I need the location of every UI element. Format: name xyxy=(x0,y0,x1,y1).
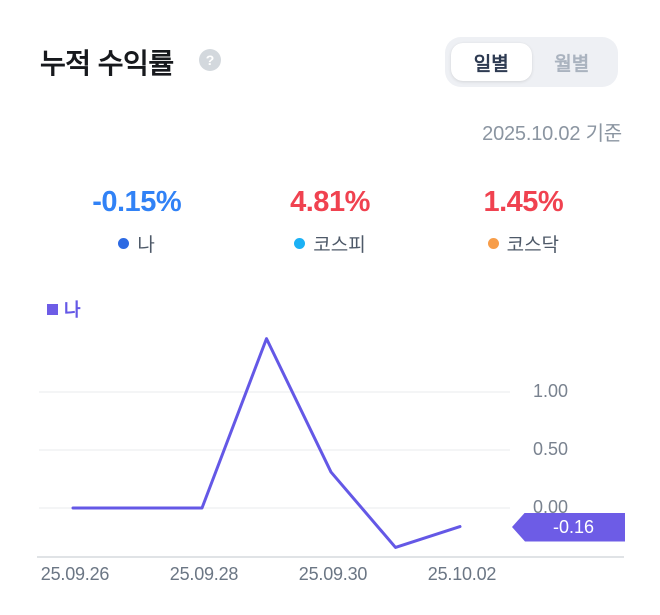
stat-me-value: -0.15% xyxy=(92,186,182,218)
stat-me-dot-icon xyxy=(118,238,130,249)
y-axis-tick-label: 0.50 xyxy=(533,439,569,459)
x-axis-tick-label: 25.09.30 xyxy=(298,564,368,584)
page-title: 누적 수익률 xyxy=(40,48,174,79)
stat-kospi-label: 코스피 xyxy=(313,235,366,256)
legend-swatch-icon xyxy=(47,303,58,315)
stat-kosdaq-label: 코스닥 xyxy=(506,235,560,256)
x-axis-tick-label: 25.09.28 xyxy=(169,564,239,584)
stat-me-label: 나 xyxy=(137,235,155,256)
y-axis-tick-label: 1.00 xyxy=(533,381,569,401)
stats-row: -0.15% 나 4.81% 코스피 1.45% 코스닥 xyxy=(40,186,620,257)
period-toggle: 일별 월별 xyxy=(445,37,618,87)
stat-me: -0.15% 나 xyxy=(40,186,233,257)
stat-kosdaq-dot-icon xyxy=(487,238,499,249)
help-icon[interactable]: ? xyxy=(199,49,221,71)
toggle-daily-button[interactable]: 일별 xyxy=(451,43,532,81)
x-axis-tick-label: 25.10.02 xyxy=(427,564,497,584)
legend-label: 나 xyxy=(64,300,81,320)
chart-legend: 나 xyxy=(47,296,81,322)
toggle-monthly-button[interactable]: 월별 xyxy=(532,43,613,81)
stat-kosdaq-value: 1.45% xyxy=(483,186,564,218)
stat-kosdaq: 1.45% 코스닥 xyxy=(427,186,620,257)
as-of-date: 2025.10.02 기준 xyxy=(482,123,622,145)
stat-kospi-value: 4.81% xyxy=(290,186,370,218)
stat-kospi: 4.81% 코스피 xyxy=(233,186,426,257)
stat-kospi-dot-icon xyxy=(294,238,306,249)
x-axis-tick-label: 25.09.26 xyxy=(40,564,110,584)
current-value-badge: -0.16 xyxy=(512,512,625,542)
